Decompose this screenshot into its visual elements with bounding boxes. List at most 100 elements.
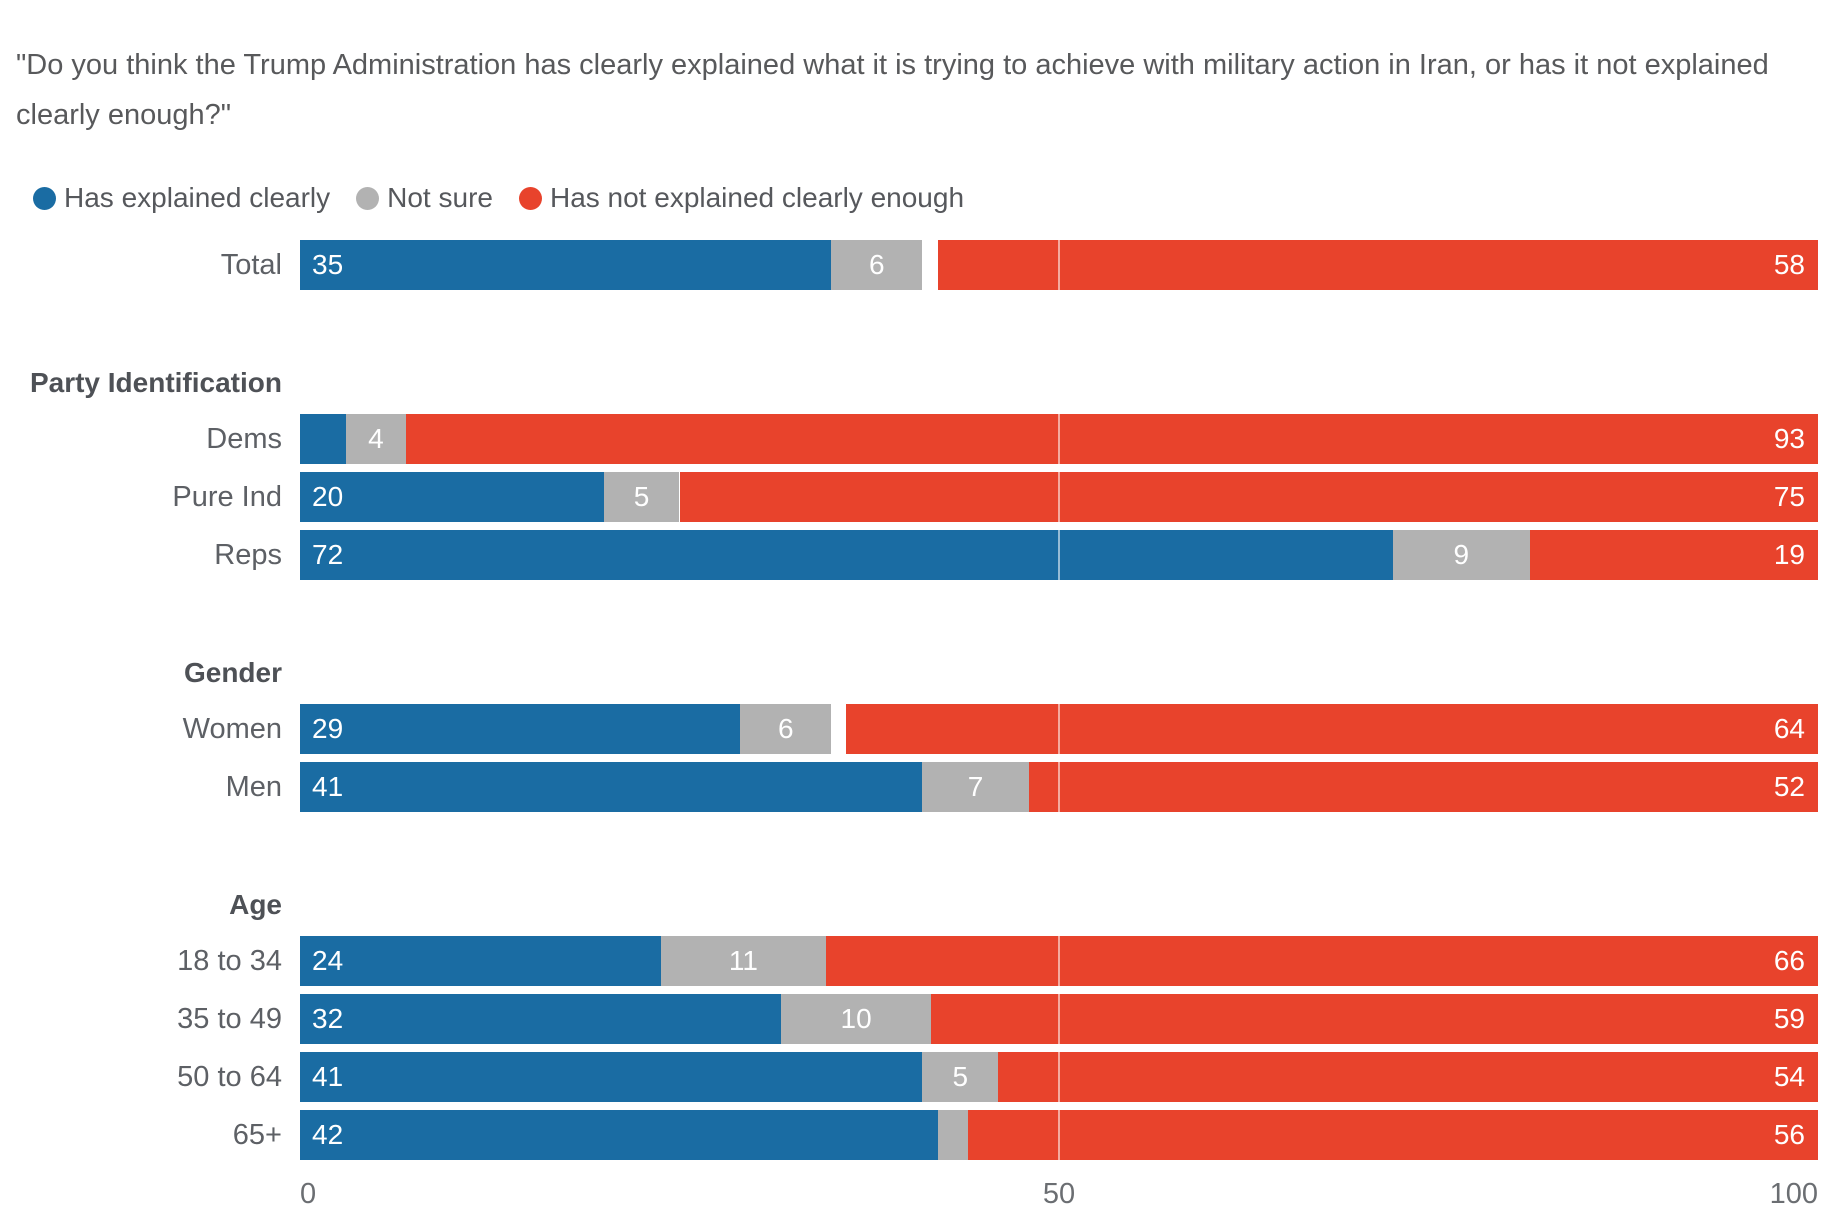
x-axis-track: 0 50 100 [300, 1178, 1818, 1212]
bar-value-label: 24 [312, 945, 344, 976]
legend: Has explained clearly Not sure Has not e… [33, 182, 1840, 214]
x-tick-100: 100 [1769, 1178, 1818, 1210]
bar-track: 20 5 75 [300, 472, 1818, 522]
row-label: 65+ [232, 1118, 282, 1151]
bar-row: 65+ 42 56 [0, 1110, 1840, 1160]
bar-value-label: 6 [869, 249, 885, 280]
bar-track: 29 6 64 [300, 704, 1818, 754]
row-label: Men [225, 770, 282, 803]
bar-value-label: 7 [967, 771, 984, 802]
bar-segment-explained: 32 [300, 994, 781, 1044]
bar-row: 35 to 49 32 10 59 [0, 994, 1840, 1044]
bar-row: Pure Ind 20 5 75 [0, 472, 1840, 522]
row-label: 35 to 49 [177, 1002, 282, 1035]
bar-segment-not-explained: 56 [967, 1110, 1818, 1160]
bar-segment-explained: 24 [300, 936, 661, 986]
bar-segment-not-explained: 54 [998, 1052, 1818, 1102]
bar-value-label: 11 [728, 945, 758, 976]
bar-segment-explained: 35 [300, 240, 832, 290]
bar-segment-explained: 20 [300, 472, 604, 522]
legend-label: Not sure [387, 182, 493, 213]
bar-segment-explained: 41 [300, 1052, 923, 1102]
bar-value-label: 41 [312, 1061, 344, 1092]
section-header: Gender [183, 657, 282, 688]
bar-value-label: 6 [777, 713, 794, 744]
bar-value-label: 32 [312, 1003, 344, 1034]
x-tick-0: 0 [300, 1178, 317, 1210]
bar-row: Dems 4 93 [0, 414, 1840, 464]
bar-segment-not-sure: 6 [740, 704, 832, 754]
bar-segment-not-explained: 58 [937, 240, 1818, 290]
bar-segment-not-sure: 11 [660, 936, 827, 986]
bar-value-label: 93 [1773, 423, 1805, 454]
bar-segment-not-explained: 93 [406, 414, 1818, 464]
bar-segment-not-explained: 64 [846, 704, 1818, 754]
bar-value-label: 29 [312, 713, 344, 744]
legend-dot-not-explained-icon [518, 186, 542, 210]
x-tick-50: 50 [1042, 1178, 1076, 1210]
bar-track: 35 6 58 [300, 240, 1818, 290]
legend-dot-not-sure-icon [356, 186, 380, 210]
bar-value-label: 20 [312, 481, 344, 512]
bar-value-label: 35 [312, 249, 344, 280]
row-label: Total [220, 248, 282, 281]
bar-segment-not-sure: 5 [922, 1052, 999, 1102]
bar-row: 18 to 34 24 11 66 [0, 936, 1840, 986]
legend-item-not-sure: Not sure [356, 182, 493, 214]
x-axis: 0 50 100 [0, 1178, 1840, 1212]
bar-segment-not-explained: 52 [1028, 762, 1818, 812]
legend-item-not-explained: Has not explained clearly enough [518, 182, 965, 214]
bar-group: Total 35 6 58 [0, 240, 1840, 290]
bar-segment-not-sure: 4 [345, 414, 407, 464]
bar-value-label: 58 [1773, 249, 1805, 280]
bar-segment-not-explained: 75 [679, 472, 1818, 522]
bar-segment-explained: 42 [300, 1110, 938, 1160]
bar-value-label: 72 [312, 539, 344, 570]
bar-value-label: 66 [1773, 945, 1805, 976]
bar-groups: Total 35 6 58 Party Identification Dems 4 93 Pur… [0, 240, 1840, 1160]
bar-track: 4 93 [300, 414, 1818, 464]
axis-spacer [0, 1178, 300, 1212]
bar-value-label: 64 [1773, 713, 1805, 744]
bar-value-label: 59 [1773, 1003, 1805, 1034]
bar-track: 42 56 [300, 1110, 1818, 1160]
bar-segment-explained: 29 [300, 704, 741, 754]
bar-track: 72 9 19 [300, 530, 1818, 580]
bar-value-label: 56 [1773, 1119, 1805, 1150]
section-header: Age [229, 889, 282, 920]
bar-row: Women 29 6 64 [0, 704, 1840, 754]
row-label: 50 to 64 [177, 1060, 282, 1093]
bar-segment-not-sure: 5 [603, 472, 680, 522]
bar-segment-not-sure: 7 [922, 762, 1029, 812]
bar-value-label: 4 [368, 423, 384, 454]
bar-value-label: 5 [633, 481, 650, 512]
chart-title: "Do you think the Trump Administration h… [16, 49, 1769, 131]
bar-row: Total 35 6 58 [0, 240, 1840, 290]
bar-segment-not-sure: 6 [831, 240, 923, 290]
bar-segment-not-sure [937, 1110, 968, 1160]
row-label: Dems [206, 422, 282, 455]
row-label: 18 to 34 [177, 944, 282, 977]
row-label: Reps [214, 538, 282, 571]
bar-segment-explained: 72 [300, 530, 1393, 580]
bar-segment-not-sure: 9 [1392, 530, 1530, 580]
bar-segment-not-sure: 10 [780, 994, 932, 1044]
bar-row: Reps 72 9 19 [0, 530, 1840, 580]
bar-row: 50 to 64 41 5 54 [0, 1052, 1840, 1102]
bar-value-label: 54 [1773, 1061, 1805, 1092]
bar-value-label: 42 [312, 1119, 344, 1150]
bar-segment-not-explained: 19 [1529, 530, 1818, 580]
legend-item-explained: Has explained clearly [33, 182, 330, 214]
row-label: Pure Ind [172, 480, 282, 513]
bar-value-label: 9 [1453, 539, 1470, 570]
bar-row: Men 41 7 52 [0, 762, 1840, 812]
bar-segment-not-explained: 66 [826, 936, 1818, 986]
bar-segment-explained [300, 414, 346, 464]
bar-segment-explained: 41 [300, 762, 923, 812]
legend-label: Has not explained clearly enough [549, 182, 965, 213]
legend-label: Has explained clearly [64, 182, 331, 213]
bar-value-label: 52 [1773, 771, 1805, 802]
row-label: Women [182, 712, 282, 745]
bar-track: 32 10 59 [300, 994, 1818, 1044]
